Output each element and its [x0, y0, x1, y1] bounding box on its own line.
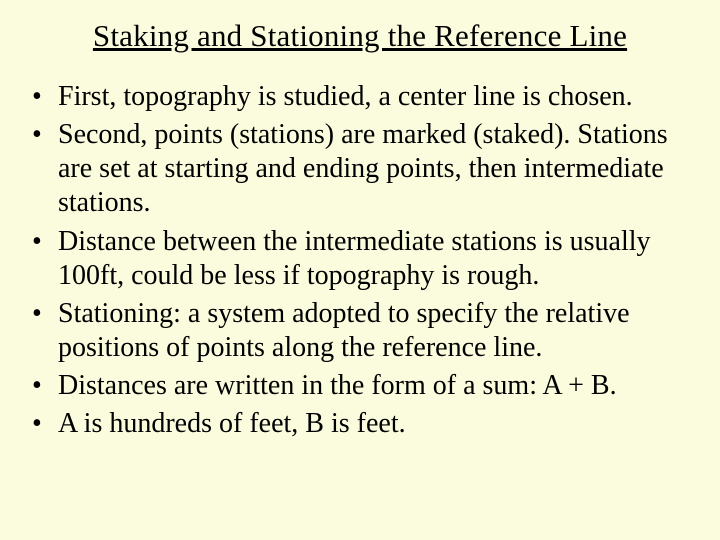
- list-item: Second, points (stations) are marked (st…: [28, 118, 692, 220]
- list-item: Stationing: a system adopted to specify …: [28, 297, 692, 365]
- list-item: Distances are written in the form of a s…: [28, 369, 692, 403]
- list-item: First, topography is studied, a center l…: [28, 80, 692, 114]
- slide-title: Staking and Stationing the Reference Lin…: [28, 18, 692, 54]
- list-item: A is hundreds of feet, B is feet.: [28, 407, 692, 441]
- list-item: Distance between the intermediate statio…: [28, 225, 692, 293]
- bullet-list: First, topography is studied, a center l…: [28, 80, 692, 442]
